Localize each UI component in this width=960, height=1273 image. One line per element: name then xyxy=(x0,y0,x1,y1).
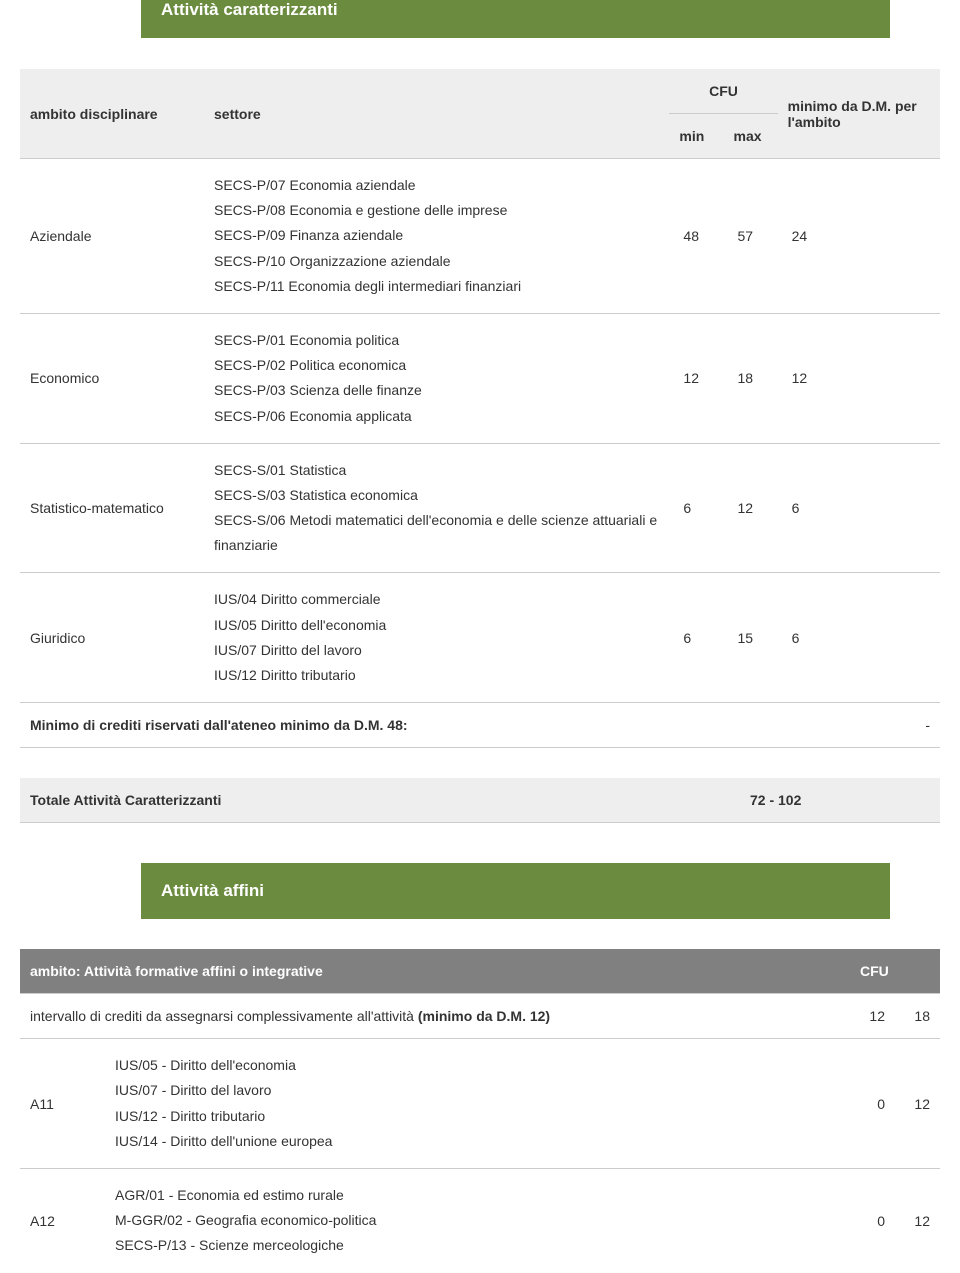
intervallo-min: 12 xyxy=(850,994,895,1039)
section-header-affini: Attività affini xyxy=(140,863,890,919)
cell-settore: SECS-P/07 Economia aziendaleSECS-P/08 Ec… xyxy=(204,159,669,314)
section-title: Attività affini xyxy=(161,881,264,900)
cell-ambito: Aziendale xyxy=(20,159,204,314)
cell-minimo: 6 xyxy=(778,573,940,703)
th-cfu: CFU xyxy=(669,69,777,114)
intervallo-max: 18 xyxy=(895,994,940,1039)
table-row: Statistico-matematicoSECS-S/01 Statistic… xyxy=(20,443,940,573)
table-totale: Totale Attività Caratterizzanti 72 - 102 xyxy=(20,778,940,823)
table-row: AziendaleSECS-P/07 Economia aziendaleSEC… xyxy=(20,159,940,314)
th-min: min xyxy=(669,114,723,159)
cell-min: 0 xyxy=(850,1039,895,1169)
cell-minimo: 12 xyxy=(778,313,940,443)
cell-min: 48 xyxy=(669,159,723,314)
cell-min: 6 xyxy=(669,443,723,573)
cell-ambito: Statistico-matematico xyxy=(20,443,204,573)
table-row: A11IUS/05 - Diritto dell'economiaIUS/07 … xyxy=(20,1039,940,1169)
minimo-label: Minimo di crediti riservati dall'ateneo … xyxy=(20,703,669,748)
th-max: max xyxy=(724,114,778,159)
totale-value: 72 - 102 xyxy=(740,778,940,823)
cell-min: 0 xyxy=(850,1168,895,1272)
minimo-value: - xyxy=(669,703,940,748)
table-row: A12AGR/01 - Economia ed estimo ruraleM-G… xyxy=(20,1168,940,1272)
table-row: EconomicoSECS-P/01 Economia politicaSECS… xyxy=(20,313,940,443)
totale-label: Totale Attività Caratterizzanti xyxy=(20,778,740,823)
intervallo-label: intervallo di crediti da assegnarsi comp… xyxy=(20,994,850,1039)
th-cfu-affini: CFU xyxy=(850,949,940,994)
cell-ambito: Giuridico xyxy=(20,573,204,703)
cell-max: 18 xyxy=(724,313,778,443)
th-ambito: ambito disciplinare xyxy=(20,69,204,159)
cell-settore: SECS-S/01 StatisticaSECS-S/03 Statistica… xyxy=(204,443,669,573)
cell-max: 15 xyxy=(724,573,778,703)
cell-code: A12 xyxy=(20,1168,105,1272)
cell-settore: SECS-P/01 Economia politicaSECS-P/02 Pol… xyxy=(204,313,669,443)
cell-max: 12 xyxy=(724,443,778,573)
section-header-caratterizzanti: Attività caratterizzanti xyxy=(140,0,890,39)
cell-ambito: Economico xyxy=(20,313,204,443)
cell-settore: IUS/04 Diritto commercialeIUS/05 Diritto… xyxy=(204,573,669,703)
cell-max: 12 xyxy=(895,1039,940,1169)
table-affini: ambito: Attività formative affini o inte… xyxy=(20,949,940,1272)
cell-minimo: 24 xyxy=(778,159,940,314)
row-intervallo: intervallo di crediti da assegnarsi comp… xyxy=(20,994,940,1039)
cell-min: 12 xyxy=(669,313,723,443)
th-minimo-dm: minimo da D.M. per l'ambito xyxy=(778,69,940,159)
cell-min: 6 xyxy=(669,573,723,703)
cell-settore: IUS/05 - Diritto dell'economiaIUS/07 - D… xyxy=(105,1039,850,1169)
cell-max: 57 xyxy=(724,159,778,314)
th-ambito-affini: ambito: Attività formative affini o inte… xyxy=(20,949,850,994)
cell-minimo: 6 xyxy=(778,443,940,573)
cell-code: A11 xyxy=(20,1039,105,1169)
cell-settore: AGR/01 - Economia ed estimo ruraleM-GGR/… xyxy=(105,1168,850,1272)
cell-max: 12 xyxy=(895,1168,940,1272)
th-settore: settore xyxy=(204,69,669,159)
table-caratterizzanti: ambito disciplinare settore CFU minimo d… xyxy=(20,69,940,748)
section-title: Attività caratterizzanti xyxy=(161,0,338,19)
row-minimo-crediti: Minimo di crediti riservati dall'ateneo … xyxy=(20,703,940,748)
table-row: GiuridicoIUS/04 Diritto commercialeIUS/0… xyxy=(20,573,940,703)
